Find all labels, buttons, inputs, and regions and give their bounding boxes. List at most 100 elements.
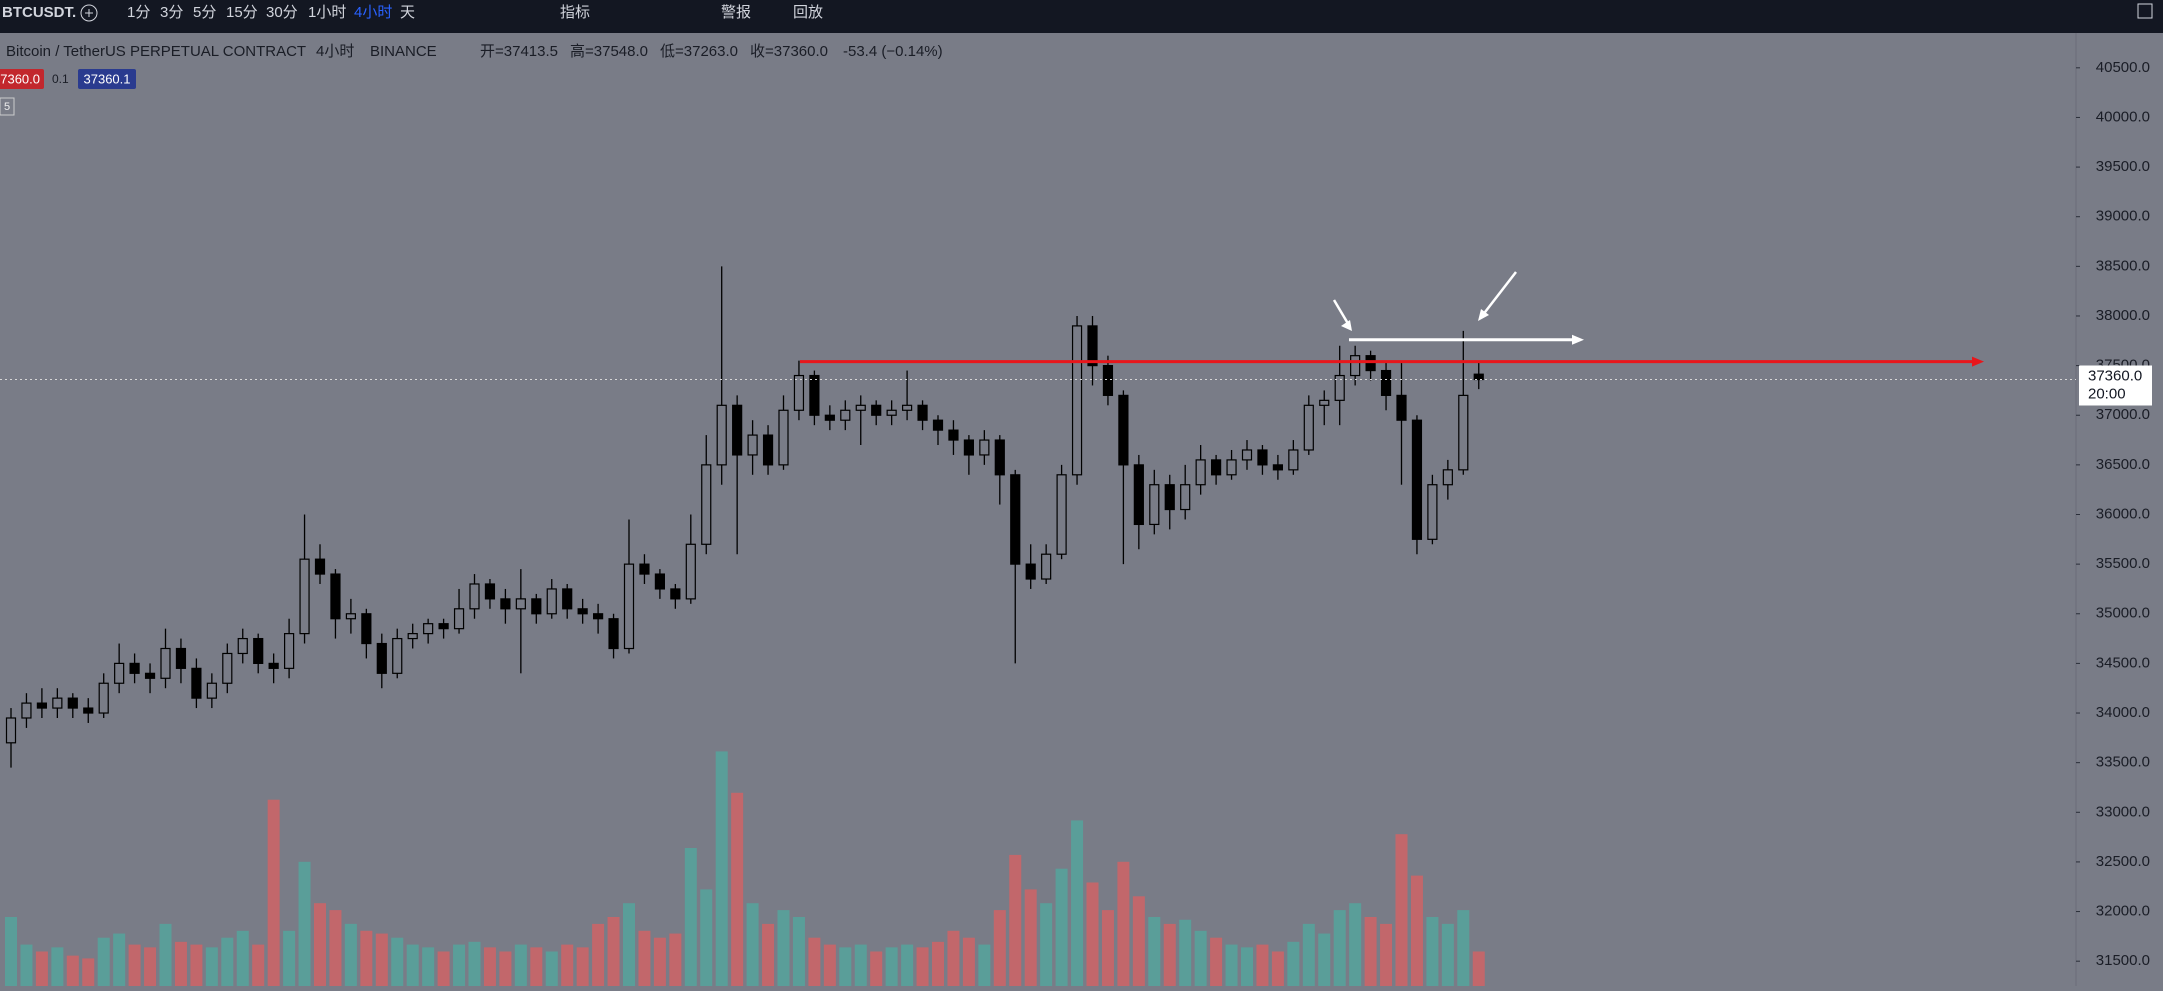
ask-badge[interactable] [78, 69, 136, 89]
candle-body [948, 429, 959, 441]
interval-button[interactable]: 3分 [160, 4, 183, 21]
candle-body [855, 404, 866, 411]
candle-body [438, 623, 449, 630]
volume-bar [1410, 875, 1423, 986]
interval-button[interactable]: 1小时 [308, 4, 346, 21]
volume-bar [1163, 923, 1176, 986]
volume-bar [746, 903, 759, 986]
candle-body [1288, 449, 1299, 471]
candle-body [1056, 474, 1067, 555]
fullscreen-icon[interactable] [2137, 3, 2153, 19]
volume-bar [97, 937, 110, 986]
candle-body [1241, 449, 1253, 461]
y-tick-label: 38000.0 [2096, 307, 2150, 324]
candle-body [1025, 563, 1036, 580]
volume-bar [839, 947, 852, 986]
interval-button[interactable]: 5分 [193, 4, 216, 21]
candle-body [531, 598, 542, 615]
volume-bar [344, 923, 357, 986]
arrowhead [1972, 356, 1984, 367]
candle-body [160, 647, 171, 679]
candle-body [515, 598, 526, 610]
candle-body [191, 667, 202, 699]
y-tick-label: 38500.0 [2096, 257, 2150, 274]
candle-body [1427, 484, 1438, 540]
replay-button[interactable]: 回放 [793, 4, 823, 21]
candle-body [392, 637, 403, 674]
volume-bar [947, 930, 960, 986]
candle-body [1334, 374, 1345, 401]
last-price-label: 37360.0 [2088, 367, 2142, 384]
ohlc-low: 低=37263.0 [660, 43, 738, 60]
candle-body [114, 662, 125, 684]
volume-bar [144, 947, 157, 986]
volume-bar [715, 751, 728, 986]
toolbar [0, 0, 2163, 33]
volume-bar [1426, 917, 1439, 986]
volume-bar [545, 951, 558, 986]
candle-body [1133, 464, 1144, 526]
symbol[interactable]: BTCUSDT. [2, 4, 76, 21]
candle-body [1226, 459, 1237, 476]
volume-bar [1225, 944, 1238, 986]
volume-bar [1071, 820, 1084, 986]
volume-bar [1040, 903, 1053, 986]
legend-interval: 4小时 [316, 43, 354, 60]
interval-button[interactable]: 1分 [127, 4, 150, 21]
y-tick-label: 31500.0 [2096, 952, 2150, 969]
candle-body [1195, 459, 1206, 486]
volume-bar [1241, 947, 1253, 986]
volume-bar [298, 861, 311, 986]
volume-bar [962, 937, 975, 986]
add-symbol-icon[interactable] [80, 4, 98, 22]
volume-bar [499, 951, 512, 986]
volume-bar [932, 941, 944, 986]
volume-bar [1472, 951, 1485, 986]
candle-body [1319, 399, 1330, 406]
alerts-button[interactable]: 警报 [721, 4, 751, 21]
volume-bar [1256, 944, 1269, 986]
interval-button[interactable]: 天 [400, 4, 415, 21]
candle-body [98, 682, 109, 714]
volume-bar [684, 848, 697, 986]
candle-body [1473, 373, 1484, 381]
candle-body [237, 637, 248, 655]
y-tick-label: 36000.0 [2096, 505, 2150, 522]
volume-bar [1287, 941, 1300, 986]
volume-bar [854, 944, 867, 986]
candle-body [83, 707, 94, 714]
volume-bar [1101, 910, 1114, 986]
volume-bar [1132, 896, 1145, 986]
interval-button[interactable]: 15分 [226, 4, 258, 21]
candle-body [716, 404, 727, 466]
candle-body [1010, 474, 1021, 565]
candle-body [932, 419, 944, 431]
volume-bar [530, 947, 543, 986]
candle-body [345, 613, 356, 620]
legend-exchange: BINANCE [370, 43, 437, 60]
interval-button[interactable]: 4小时 [354, 4, 392, 21]
y-tick-label: 33500.0 [2096, 754, 2150, 771]
volume-bar [391, 937, 404, 986]
volume-bar [66, 955, 79, 986]
volume-badge[interactable] [0, 97, 15, 116]
y-tick-label: 35500.0 [2096, 555, 2150, 572]
y-tick-label: 36500.0 [2096, 456, 2150, 473]
volume-bar [5, 917, 17, 986]
candle-body [1071, 325, 1083, 476]
candle-body [1164, 484, 1175, 511]
indicators-button[interactable]: 指标 [560, 4, 590, 21]
candle-body [1041, 553, 1052, 580]
bid-badge[interactable] [0, 69, 44, 89]
volume-bar [653, 937, 666, 986]
interval-button[interactable]: 30分 [266, 4, 298, 21]
volume-bar [1179, 919, 1192, 986]
bid-price: 37360.0 [0, 71, 40, 86]
candle-body [21, 702, 32, 719]
y-tick-label: 33000.0 [2096, 803, 2150, 820]
candle-body [762, 434, 774, 466]
candle-body [1180, 484, 1191, 511]
volume-bar [777, 910, 790, 986]
candle-body [1087, 325, 1098, 367]
